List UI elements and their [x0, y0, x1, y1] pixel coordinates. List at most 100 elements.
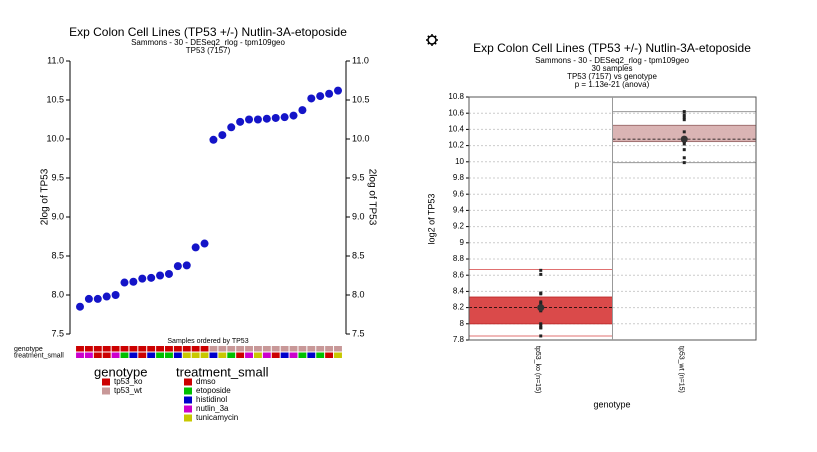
- chart-subtitle: Sammons - 30 - DESeq2_rlog - tpm109geo: [535, 56, 689, 65]
- legend-label: nutlin_3a: [196, 404, 229, 413]
- chart-subtitle: 30 samples: [592, 64, 633, 73]
- track-cell: [84, 346, 93, 352]
- legend-label: etoposide: [196, 386, 231, 395]
- track-cell: [262, 346, 271, 352]
- legend-label: histidinol: [196, 395, 227, 404]
- track-cell: [111, 352, 120, 358]
- track-cell: [138, 346, 147, 352]
- category-label: tp53_ko (n=15): [534, 346, 541, 393]
- track-cell: [307, 346, 316, 352]
- data-point: [84, 294, 93, 303]
- track-cell: [209, 352, 218, 358]
- data-point: [334, 86, 342, 95]
- track-cell: [245, 346, 253, 352]
- data-point: [682, 110, 686, 114]
- data-point: [227, 123, 236, 132]
- track-cell: [334, 346, 342, 352]
- settings-icon[interactable]: [426, 34, 438, 46]
- data-point: [325, 89, 334, 98]
- track-cell: [102, 346, 111, 352]
- data-point: [173, 262, 182, 271]
- data-point: [539, 322, 543, 326]
- legend-label: dmso: [196, 377, 216, 386]
- track-cell: [156, 352, 165, 358]
- track-cell: [298, 352, 307, 358]
- data-point: [682, 115, 686, 119]
- track-cell: [236, 352, 245, 358]
- data-point: [682, 161, 686, 165]
- data-point: [129, 277, 138, 286]
- y-tick-label: 9: [460, 238, 465, 247]
- data-point: [280, 113, 289, 122]
- y-tick-label: 9.2: [453, 222, 465, 231]
- track-cell: [253, 346, 262, 352]
- data-point: [191, 243, 200, 252]
- legend-label: tp53_ko: [114, 377, 143, 386]
- data-point: [682, 156, 686, 160]
- legend-title: treatment_small: [176, 364, 269, 379]
- y2-tick-label: 8.5: [352, 250, 365, 260]
- track-cell: [129, 346, 138, 352]
- y-tick-label: 10.0: [46, 133, 64, 143]
- data-point: [245, 115, 254, 124]
- track-cell: [289, 352, 298, 358]
- data-point: [182, 261, 191, 270]
- track-cell: [173, 346, 182, 352]
- track-cell: [316, 346, 325, 352]
- chart-subtitle: TP53 (7157) vs genotype: [567, 72, 657, 81]
- y-tick-label: 8.8: [453, 254, 465, 263]
- track-cell: [218, 346, 227, 352]
- track-cell: [262, 352, 271, 358]
- data-point: [682, 113, 686, 117]
- y-axis-label: log2 of TP53: [426, 194, 436, 245]
- data-point: [102, 292, 111, 301]
- data-point: [218, 131, 227, 140]
- legend-title: genotype: [94, 364, 148, 379]
- y2-tick-label: 10.0: [352, 133, 370, 143]
- y-tick-label: 10.5: [46, 94, 64, 104]
- y-axis-label: 2log of TP53: [40, 168, 51, 225]
- data-point: [164, 269, 173, 278]
- data-point: [539, 323, 543, 327]
- track-cell: [173, 352, 182, 358]
- x-axis-label: Samples ordered by TP53: [167, 338, 248, 345]
- data-point: [539, 291, 543, 295]
- data-point: [253, 115, 262, 124]
- legend-swatch: [102, 378, 110, 386]
- chart-subtitle: TP53 (7157): [186, 46, 231, 55]
- y-tick-label: 9.6: [453, 189, 465, 198]
- y-tick-label: 10.4: [448, 125, 464, 134]
- track-cell: [76, 346, 84, 352]
- data-point: [539, 300, 543, 304]
- y-tick-label: 10: [455, 157, 464, 166]
- track-cell: [111, 346, 120, 352]
- track-cell: [236, 346, 245, 352]
- data-point: [76, 302, 84, 311]
- data-point: [682, 118, 686, 122]
- data-point: [138, 274, 147, 283]
- data-point: [120, 278, 129, 287]
- y-tick-label: 10.8: [448, 92, 464, 101]
- data-point: [539, 334, 543, 338]
- track-cell: [182, 352, 191, 358]
- track-cell: [316, 352, 325, 358]
- legend-swatch: [184, 387, 192, 395]
- y2-axis-label: 2log of TP53: [366, 169, 377, 226]
- y-tick-label: 8.5: [51, 250, 64, 260]
- track-cell: [280, 352, 289, 358]
- track-cell: [191, 346, 200, 352]
- track-cell: [156, 346, 165, 352]
- data-point: [682, 148, 686, 152]
- data-point: [111, 291, 120, 299]
- track-cell: [120, 352, 129, 358]
- y-tick-label: 11.0: [47, 55, 64, 65]
- data-point: [271, 113, 280, 122]
- track-cell: [93, 352, 102, 358]
- legend-swatch: [184, 405, 192, 413]
- legend-label: tunicamycin: [196, 413, 238, 422]
- y-tick-label: 10.2: [448, 141, 464, 150]
- y-tick-label: 9.0: [51, 211, 64, 221]
- data-point: [307, 94, 316, 103]
- track-cell: [147, 352, 156, 358]
- track-cell: [191, 352, 200, 358]
